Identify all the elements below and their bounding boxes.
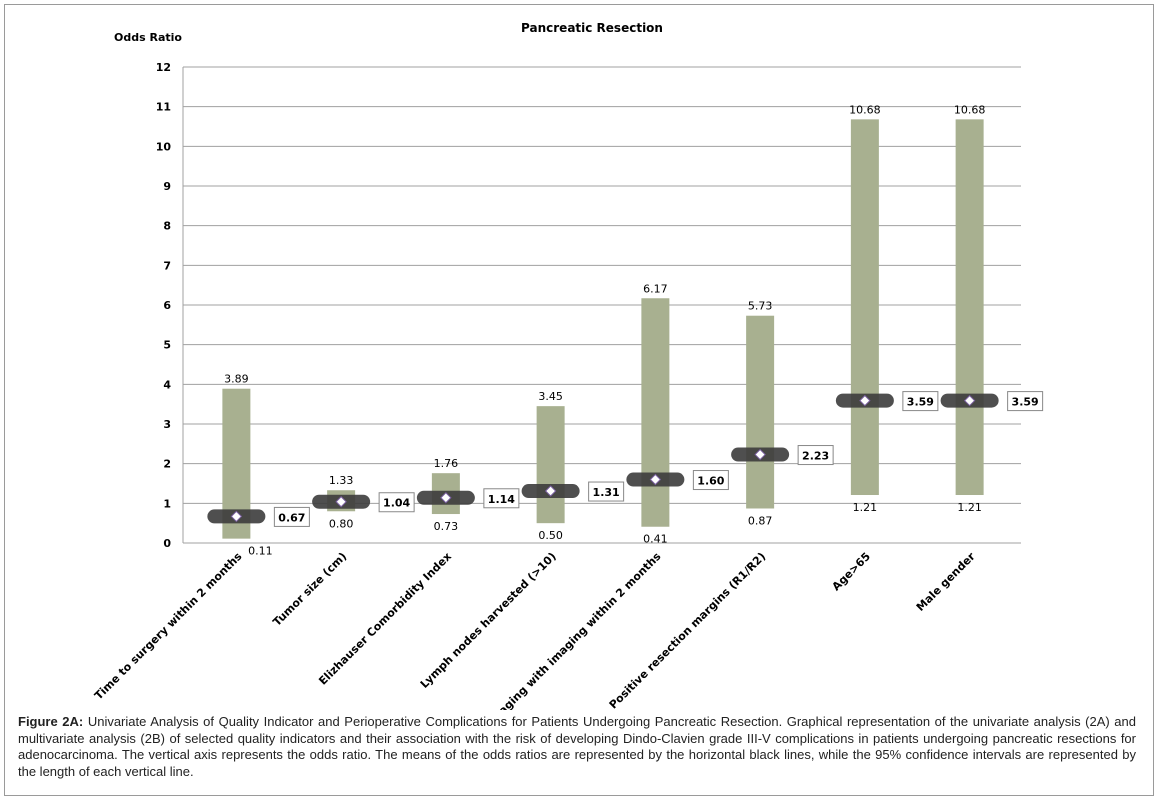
mean-diamond-icon bbox=[963, 394, 976, 407]
mean-diamond-icon bbox=[440, 492, 452, 504]
y-tick-label: 4 bbox=[163, 378, 171, 391]
odds-ratio-chart: Pancreatic Resection Odds Ratio 01234567… bbox=[92, 21, 1044, 710]
x-category-label: Male gender bbox=[914, 550, 978, 614]
mean-label: 2.23 bbox=[802, 450, 829, 463]
x-category-label: Time to surgery within 2 months bbox=[92, 550, 245, 703]
mean-label-box bbox=[692, 470, 729, 491]
mean-label-box bbox=[1007, 391, 1044, 412]
mean-label: 3.59 bbox=[1012, 396, 1039, 409]
caption-text: Univariate Analysis of Quality Indicator… bbox=[18, 714, 1136, 779]
upper-ci-label: 6.17 bbox=[643, 282, 668, 295]
lower-ci-label: 0.11 bbox=[248, 545, 273, 558]
lower-ci-label: 0.87 bbox=[748, 514, 773, 527]
lower-ci-label: 1.21 bbox=[957, 501, 982, 514]
mean-diamond-icon bbox=[649, 473, 662, 486]
mean-label-box bbox=[797, 445, 834, 466]
upper-ci-label: 5.73 bbox=[748, 300, 773, 313]
y-tick-label: 0 bbox=[163, 537, 171, 550]
upper-ci-label: 10.68 bbox=[849, 103, 881, 116]
y-tick-label: 7 bbox=[163, 259, 171, 272]
y-tick-label: 8 bbox=[163, 220, 171, 233]
mean-label-box bbox=[902, 391, 939, 412]
figure-frame bbox=[4, 4, 1154, 796]
mean-label: 1.31 bbox=[593, 486, 620, 499]
lower-ci-label: 0.50 bbox=[538, 529, 563, 542]
mean-diamond-icon bbox=[230, 510, 243, 523]
upper-ci-label: 10.68 bbox=[954, 103, 986, 116]
y-tick-label: 6 bbox=[163, 299, 171, 312]
mean-label: 1.60 bbox=[697, 475, 724, 488]
mean-label: 1.14 bbox=[488, 493, 515, 506]
upper-ci-label: 3.45 bbox=[538, 390, 563, 403]
ci-bar bbox=[955, 119, 984, 496]
x-category-label: Tumor size (cm) bbox=[270, 550, 349, 629]
figure-caption: Figure 2A: Univariate Analysis of Qualit… bbox=[18, 714, 1136, 780]
mean-label-box bbox=[588, 481, 625, 502]
upper-ci-label: 3.89 bbox=[224, 373, 249, 386]
y-tick-label: 2 bbox=[163, 458, 171, 471]
upper-ci-label: 1.33 bbox=[329, 474, 354, 487]
mean-diamond-icon bbox=[754, 448, 766, 461]
mean-label-box bbox=[483, 488, 520, 509]
ci-bar bbox=[536, 406, 565, 524]
chart-title: Pancreatic Resection bbox=[521, 21, 663, 35]
mean-diamond-icon bbox=[335, 496, 347, 508]
y-tick-label: 11 bbox=[156, 101, 171, 114]
lower-ci-label: 0.73 bbox=[434, 520, 459, 533]
caption-label: Figure 2A: bbox=[18, 714, 84, 729]
x-category-label: Age>65 bbox=[830, 550, 873, 593]
y-tick-label: 9 bbox=[163, 180, 171, 193]
y-tick-label: 12 bbox=[156, 61, 171, 74]
ci-bar bbox=[850, 119, 879, 496]
lower-ci-label: 0.80 bbox=[329, 517, 354, 530]
mean-diamond-icon bbox=[859, 394, 871, 407]
upper-ci-label: 1.76 bbox=[434, 457, 459, 470]
mean-label: 1.04 bbox=[383, 497, 410, 510]
y-axis-label: Odds Ratio bbox=[114, 31, 182, 44]
lower-ci-label: 0.41 bbox=[643, 533, 668, 546]
y-tick-label: 3 bbox=[163, 418, 171, 431]
ci-bar bbox=[641, 298, 670, 527]
y-tick-label: 10 bbox=[156, 140, 172, 153]
mean-label: 3.59 bbox=[907, 396, 934, 409]
lower-ci-label: 1.21 bbox=[853, 501, 878, 514]
y-tick-label: 5 bbox=[163, 339, 171, 352]
mean-diamond-icon bbox=[544, 485, 557, 497]
mean-label-box bbox=[273, 506, 310, 527]
mean-label: 0.67 bbox=[278, 511, 305, 524]
ci-bar bbox=[746, 315, 775, 509]
mean-label-box bbox=[378, 492, 415, 513]
y-tick-label: 1 bbox=[163, 497, 171, 510]
